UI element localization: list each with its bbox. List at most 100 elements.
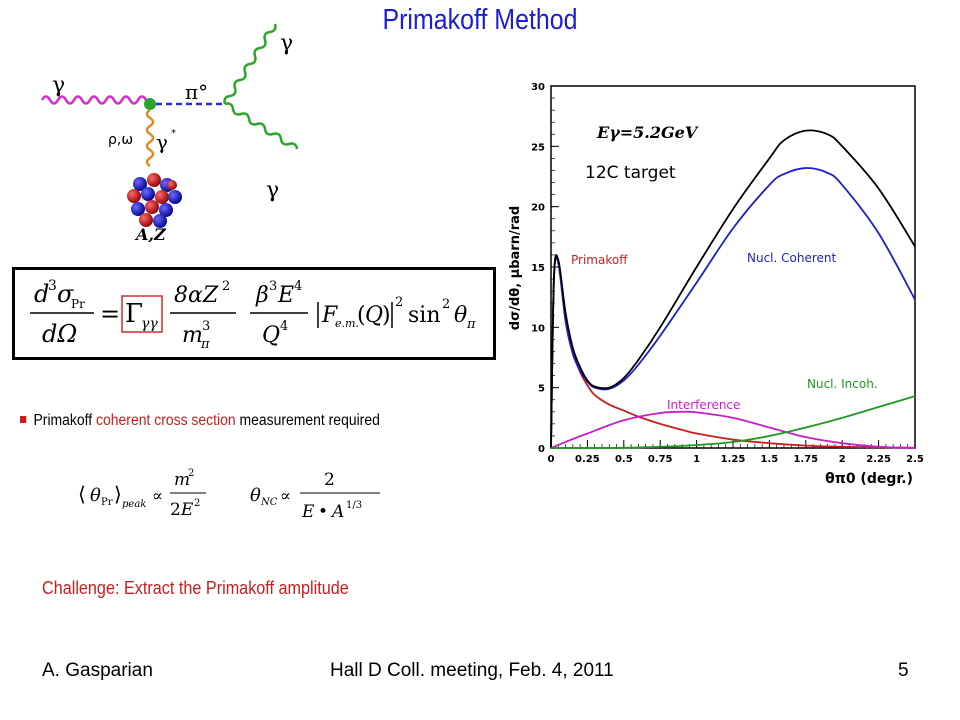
x-tick-label: 1 [693,454,700,465]
svg-text:(: ( [357,303,366,328]
svg-text:Γ: Γ [125,299,143,329]
svg-text:2: 2 [324,470,335,490]
slide-title: Primakoff Method [382,4,578,36]
pi0-label: π° [185,80,208,104]
legend-incoherent: Nucl. Incoh. [807,377,878,391]
footer-event: Hall D Coll. meeting, Feb. 4, 2011 [330,660,614,681]
svg-text:2: 2 [188,468,194,479]
y-tick-label: 30 [531,82,545,93]
svg-text:Pr: Pr [71,297,85,311]
rho-omega-label: ρ,ω [108,132,133,148]
nucleus-label: A,Z [134,225,167,242]
series-line-nucl-coherent [550,167,916,449]
svg-text:=: = [100,300,120,328]
x-tick-label: 1.25 [721,454,746,465]
legend-coherent: Nucl. Coherent [747,251,837,265]
annotation-target: 12C target [585,163,676,183]
svg-text:θ: θ [454,303,467,328]
svg-text:E: E [180,500,194,520]
svg-text:sin: sin [408,303,441,328]
x-tick-label: 0 [548,454,555,465]
svg-text:E: E [277,283,294,308]
y-tick-label: 20 [531,203,545,214]
svg-text:β: β [255,283,269,308]
virtual-photon-line [145,108,155,168]
svg-text:): ) [382,303,391,328]
svg-text:γγ: γγ [141,316,158,332]
svg-text:1/3: 1/3 [346,500,362,511]
svg-text:2: 2 [170,500,181,520]
y-tick-label: 0 [538,444,545,455]
annotation-beam: Eγ=5.2GeV [596,123,699,142]
cross-section-chart: 0 0.25 0.5 0.75 1 1.25 1.5 1.75 2 2.25 2.5 0 5 10 15 20… [508,82,924,487]
svg-text:Q: Q [262,323,280,348]
challenge-text: Challenge: Extract the Primakoff amplitu… [42,578,349,598]
svg-text:3: 3 [48,278,57,294]
svg-text:E: E [301,502,315,522]
svg-text:Q: Q [365,303,383,328]
virtual-gamma-label: γ [156,130,168,154]
footer-author: A. Gasparian [42,660,153,681]
series-line-interference [550,410,916,449]
x-tick-label: 1.5 [761,454,779,465]
gamma-in-label: γ [52,73,65,98]
legend-interference: Interference [667,398,740,412]
svg-text:4: 4 [280,319,288,334]
outgoing-photon-bottom [224,102,299,150]
x-tick-label: 2 [839,454,846,465]
y-tick-label: 5 [538,384,545,395]
y-axis-label: dσ/dθ, μbarn/rad [508,206,523,330]
svg-text:⟩: ⟩ [114,482,122,506]
y-tick-label: 15 [531,263,545,274]
bullet-coherent-measurement: Primakoff coherent cross section measure… [20,412,380,430]
svg-text:3: 3 [202,319,210,334]
svg-text:A: A [330,502,344,522]
bullet-square-icon [20,416,27,423]
primakoff-diagram: γ π° γ γ ρ,ω γ * A,Z [40,23,299,242]
svg-text:m: m [174,470,190,490]
gamma-out-bottom-label: γ [266,178,279,203]
svg-text:F: F [321,303,338,328]
svg-text:e.m.: e.m. [335,317,359,330]
formula-frame [12,267,496,360]
peak-angle-formulas: ⟨ θ Pr ⟩ peak ∝ m 2 2 E 2 θ NC ∝ 2 E • A… [78,468,380,522]
svg-text:8αZ: 8αZ [174,283,219,308]
x-tick-label: 0.5 [615,454,633,465]
x-tick-label: 0.25 [575,454,600,465]
vertex-dot [144,98,156,110]
y-tick-label: 25 [531,142,545,153]
series-line-total [550,129,916,449]
svg-text:3: 3 [269,279,277,294]
virtual-gamma-star: * [171,128,176,139]
svg-text:∝: ∝ [280,486,291,505]
svg-text:NC: NC [260,497,278,508]
x-tick-label: 1.75 [793,454,818,465]
svg-text:θ: θ [90,485,101,506]
x-axis-label: θπ0 (degr.) [825,471,913,487]
gamma-out-top-label: γ [280,31,293,56]
outgoing-photon-top [223,23,277,105]
svg-text:2: 2 [395,295,403,310]
svg-text:Pr: Pr [101,497,113,508]
svg-text:σ: σ [57,280,74,308]
svg-text:4: 4 [294,279,302,294]
svg-text:⟨: ⟨ [78,482,86,506]
svg-text:π: π [200,337,210,352]
cross-section-formula: d 3 σ Pr dΩ = Γ γγ 8αZ 2 m 3 π β 3 E 4 Q… [30,278,476,352]
svg-text:m: m [182,323,203,348]
nucleus-icon [127,173,182,228]
x-tick-label: 2.5 [906,454,924,465]
svg-text:d: d [34,280,49,308]
svg-text:π: π [466,317,476,332]
svg-text:2: 2 [222,279,230,294]
svg-text:2: 2 [442,297,450,312]
svg-text:∝: ∝ [152,486,163,505]
svg-text:peak: peak [122,499,146,510]
legend-primakoff: Primakoff [571,253,628,267]
footer-page-number: 5 [898,660,909,681]
svg-text:•: • [318,502,328,522]
series-line-primakoff [550,254,916,449]
y-tick-label: 10 [531,323,545,334]
x-tick-label: 0.75 [648,454,673,465]
incoming-photon-line [40,95,148,105]
